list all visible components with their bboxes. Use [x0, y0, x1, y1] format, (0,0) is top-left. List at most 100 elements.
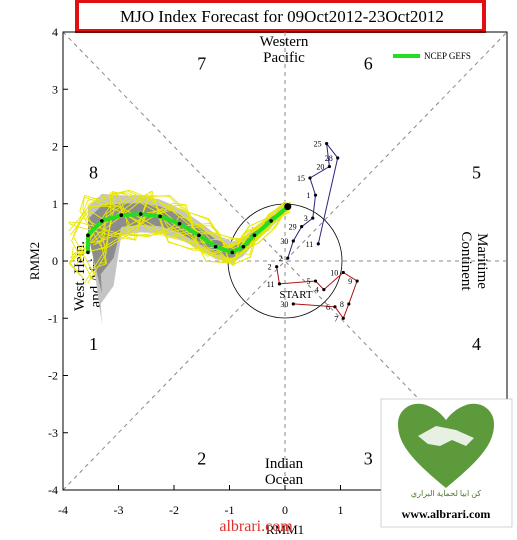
- phase-label-1: 1: [89, 334, 98, 354]
- observed-sep-point: [308, 176, 312, 180]
- observed-sep-point: [300, 225, 304, 229]
- heart-shape: [398, 403, 494, 488]
- albrari-logo: كن ابيا لحماية البراري www.albrari.com: [380, 398, 513, 528]
- y-tick-labels: -4 -3 -2 -1 0 1 2 3 4: [48, 25, 68, 497]
- mean-forecast-point: [86, 233, 90, 238]
- mean-forecast-point: [269, 219, 273, 223]
- phase-label-8: 8: [89, 162, 98, 182]
- observed-aug-point: [347, 302, 351, 306]
- y-tick-label: -3: [48, 426, 58, 440]
- y-tick-label: -1: [48, 311, 58, 325]
- x-tick-label: -2: [169, 503, 179, 517]
- phase-label-4: 4: [472, 334, 481, 354]
- title-box: [75, 0, 486, 33]
- region-western-pacific: Western Pacific: [260, 34, 309, 66]
- observed-aug-day-label: 4: [315, 286, 319, 295]
- ensemble-member-line: [68, 205, 289, 251]
- y-tick-label: 0: [52, 254, 58, 268]
- y-axis-label: RMM2: [27, 242, 42, 280]
- ensemble-member-line: [84, 191, 286, 284]
- legend: NCEP GEFS: [393, 51, 471, 61]
- diagonal-line-2: [62, 31, 508, 491]
- logo-site: www.albrari.com: [402, 507, 491, 521]
- observed-aug-day-label: 30: [280, 300, 288, 309]
- observed-aug-point: [277, 282, 282, 286]
- observed-sep-day-label: 11: [306, 240, 314, 249]
- phase-label-3: 3: [364, 449, 373, 469]
- observed-aug-day-label: 5: [307, 277, 311, 286]
- observed-aug-day-label: 8: [340, 300, 344, 309]
- observed-aug-point: [275, 265, 279, 269]
- observed-sep-point: [336, 156, 340, 160]
- mean-forecast-point: [86, 250, 90, 255]
- phase-label-2: 2: [197, 449, 206, 469]
- mean-forecast-point: [230, 250, 235, 255]
- y-tick-label: 2: [52, 140, 58, 154]
- observed-sep-day-label: 15: [297, 174, 305, 183]
- observed-sep-point: [327, 164, 331, 169]
- observed-aug-day-label: 6: [326, 303, 330, 312]
- observed-aug-point: [291, 302, 295, 306]
- ensemble-member-line: [69, 195, 292, 266]
- observed-aug-day-label: 10: [330, 268, 338, 277]
- chart-title: MJO Index Forecast for 09Oct2012-23Oct20…: [120, 7, 444, 26]
- observed-sep-day-label: 3: [304, 214, 308, 223]
- x-tick-label: 0: [282, 503, 288, 517]
- observed-aug-point: [333, 305, 337, 309]
- y-tick-label: 1: [52, 197, 58, 211]
- observed-sep-day-label: 28: [325, 154, 333, 163]
- observed-sep-point: [313, 193, 318, 197]
- mean-forecast-point: [177, 221, 182, 226]
- observed-sep-day-label: 1: [307, 191, 311, 200]
- mean-forecast-point: [213, 244, 218, 249]
- y-tick-label: 4: [52, 25, 58, 39]
- observed-aug-line: [276, 266, 358, 320]
- handshake-mark: [418, 426, 474, 446]
- forecast-mean: [86, 203, 292, 255]
- observed-aug-point: [313, 279, 318, 283]
- y-tick-label: -2: [48, 369, 58, 383]
- observed-sep-point: [311, 216, 315, 220]
- observed-sep-point: [291, 239, 295, 243]
- observed-aug-point: [341, 270, 345, 275]
- region-indian-ocean: Indian Ocean: [265, 456, 304, 488]
- x-tick-label: -3: [114, 503, 124, 517]
- mean-forecast-point: [241, 244, 246, 249]
- phase-label-7: 7: [197, 53, 206, 73]
- mean-forecast-point: [119, 213, 124, 217]
- mean-forecast-point: [138, 212, 143, 216]
- phase-label-6: 6: [364, 53, 373, 73]
- observed-sep-point: [316, 242, 320, 246]
- observed-sep-line: [287, 141, 339, 259]
- observed-sep-point: [325, 142, 329, 146]
- logo-arabic: كن ابيا لحماية البراري: [411, 489, 481, 498]
- legend-label: NCEP GEFS: [424, 51, 471, 61]
- mean-forecast-point: [100, 219, 104, 223]
- region-maritime-continent: MaritimeContinent: [458, 231, 490, 291]
- observed-aug-point: [341, 316, 345, 320]
- ensemble-member-line: [68, 190, 292, 280]
- observed-aug-day-label: 11: [267, 280, 275, 289]
- footer-watermark: albrari.com: [219, 518, 293, 535]
- observed-sep-point: [286, 256, 290, 260]
- y-tick-label: -4: [48, 483, 58, 497]
- ensemble-member-line: [72, 190, 291, 278]
- observed-sep-day-label: 20: [316, 163, 324, 172]
- mean-forecast-line: [86, 205, 290, 255]
- mean-forecast-point: [197, 233, 201, 238]
- observed-aug-day-label: 7: [334, 314, 338, 323]
- x-tick-label: -4: [58, 503, 68, 517]
- observed-sep-day-label: 30: [280, 237, 288, 246]
- x-tick-label: -1: [225, 503, 235, 517]
- observed-aug-day-label: 9: [348, 277, 352, 286]
- ensemble-member-line: [71, 196, 292, 267]
- ensemble-member-line: [68, 201, 291, 261]
- observed-aug-point: [322, 288, 326, 292]
- observed-sep-day-label: 2: [279, 254, 283, 263]
- x-axis-label: RMM1: [266, 522, 304, 535]
